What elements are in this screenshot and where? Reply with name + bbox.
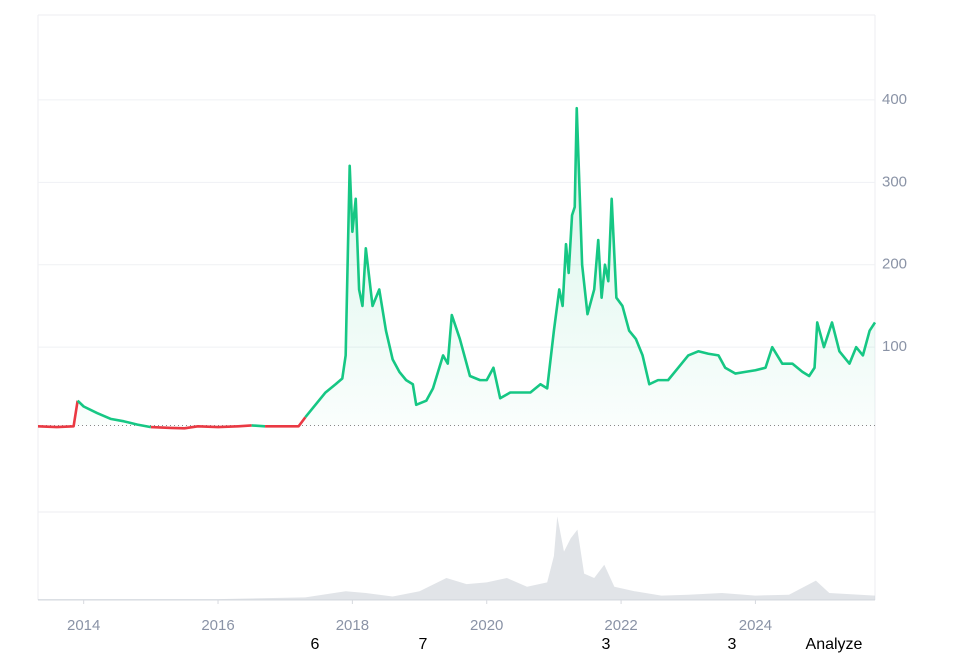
- price-line: [251, 424, 266, 428]
- annotation: 3: [728, 636, 737, 653]
- price-line: [265, 416, 307, 428]
- y-tick-label: 300: [882, 173, 907, 190]
- price-line: [304, 106, 877, 419]
- y-tick-label: 400: [882, 91, 907, 108]
- price-area: [38, 108, 875, 429]
- annotation: 3: [602, 636, 611, 653]
- annotations: 6 7 3 3 Analyze: [311, 636, 863, 653]
- price-line: [150, 424, 252, 430]
- x-tick-label: 2020: [470, 617, 503, 634]
- x-tick-label: 2016: [201, 617, 234, 634]
- y-tick-label: 100: [882, 338, 907, 355]
- annotation: 6: [311, 636, 320, 653]
- y-tick-label: 200: [882, 256, 907, 273]
- volume-area: [38, 516, 875, 600]
- x-tick-label: 2022: [604, 617, 637, 634]
- x-tick-label: 2018: [336, 617, 369, 634]
- price-line: [76, 399, 152, 429]
- annotation-button[interactable]: Analyze: [806, 636, 863, 653]
- x-tick-label: 2014: [67, 617, 100, 634]
- annotation: 7: [419, 636, 428, 653]
- x-tick-label: 2024: [739, 617, 772, 634]
- price-line: [37, 400, 79, 429]
